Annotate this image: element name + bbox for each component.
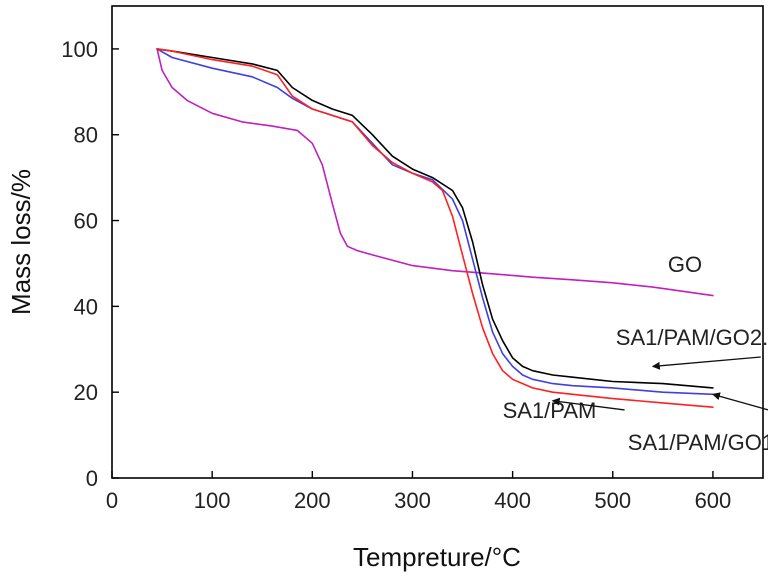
y-axis-title: Mass loss/% xyxy=(6,169,36,315)
x-tick-label: 500 xyxy=(594,488,631,513)
y-axis-ticks: 0 20 40 60 80 100 xyxy=(61,37,119,491)
annotation-arrow-sa1-pam-go1-3 xyxy=(711,392,768,411)
annotation-arrow-sa1-pam-go2-4 xyxy=(651,356,761,370)
x-tick-label: 600 xyxy=(695,488,732,513)
annotation-go: GO xyxy=(668,252,702,277)
y-tick-label: 60 xyxy=(74,209,98,234)
plot-frame xyxy=(111,5,764,479)
series-line-sa1-pam-go2-4 xyxy=(156,48,714,389)
x-tick-label: 400 xyxy=(494,488,531,513)
y-tick-label: 100 xyxy=(61,37,98,62)
annotations: GO SA1/PAM/GO2.4 SA1/PAM SA1/PAM/GO1.3 xyxy=(503,252,768,455)
annotation-sa1-pam-go2-4: SA1/PAM/GO2.4 xyxy=(616,325,768,350)
annotation-sa1-pam: SA1/PAM xyxy=(503,398,597,423)
series-lines xyxy=(156,48,714,409)
x-tick-label: 0 xyxy=(106,488,118,513)
y-tick-label: 80 xyxy=(74,123,98,148)
annotation-arrow-sa1-pam xyxy=(551,397,625,411)
x-axis-ticks: 0 100 200 300 400 500 600 xyxy=(106,471,731,513)
series-line-sa1-pam-go1-3 xyxy=(156,48,714,396)
x-tick-label: 100 xyxy=(194,488,231,513)
annotation-sa1-pam-go1-3: SA1/PAM/GO1.3 xyxy=(628,430,768,455)
x-axis-title: Tempreture/°C xyxy=(353,542,521,572)
series-line-go xyxy=(156,48,714,297)
y-tick-label: 40 xyxy=(74,294,98,319)
x-tick-label: 300 xyxy=(394,488,431,513)
x-tick-label: 200 xyxy=(294,488,331,513)
y-tick-label: 20 xyxy=(74,380,98,405)
series-line-sa1-pam xyxy=(156,48,714,409)
y-tick-label: 0 xyxy=(86,466,98,491)
